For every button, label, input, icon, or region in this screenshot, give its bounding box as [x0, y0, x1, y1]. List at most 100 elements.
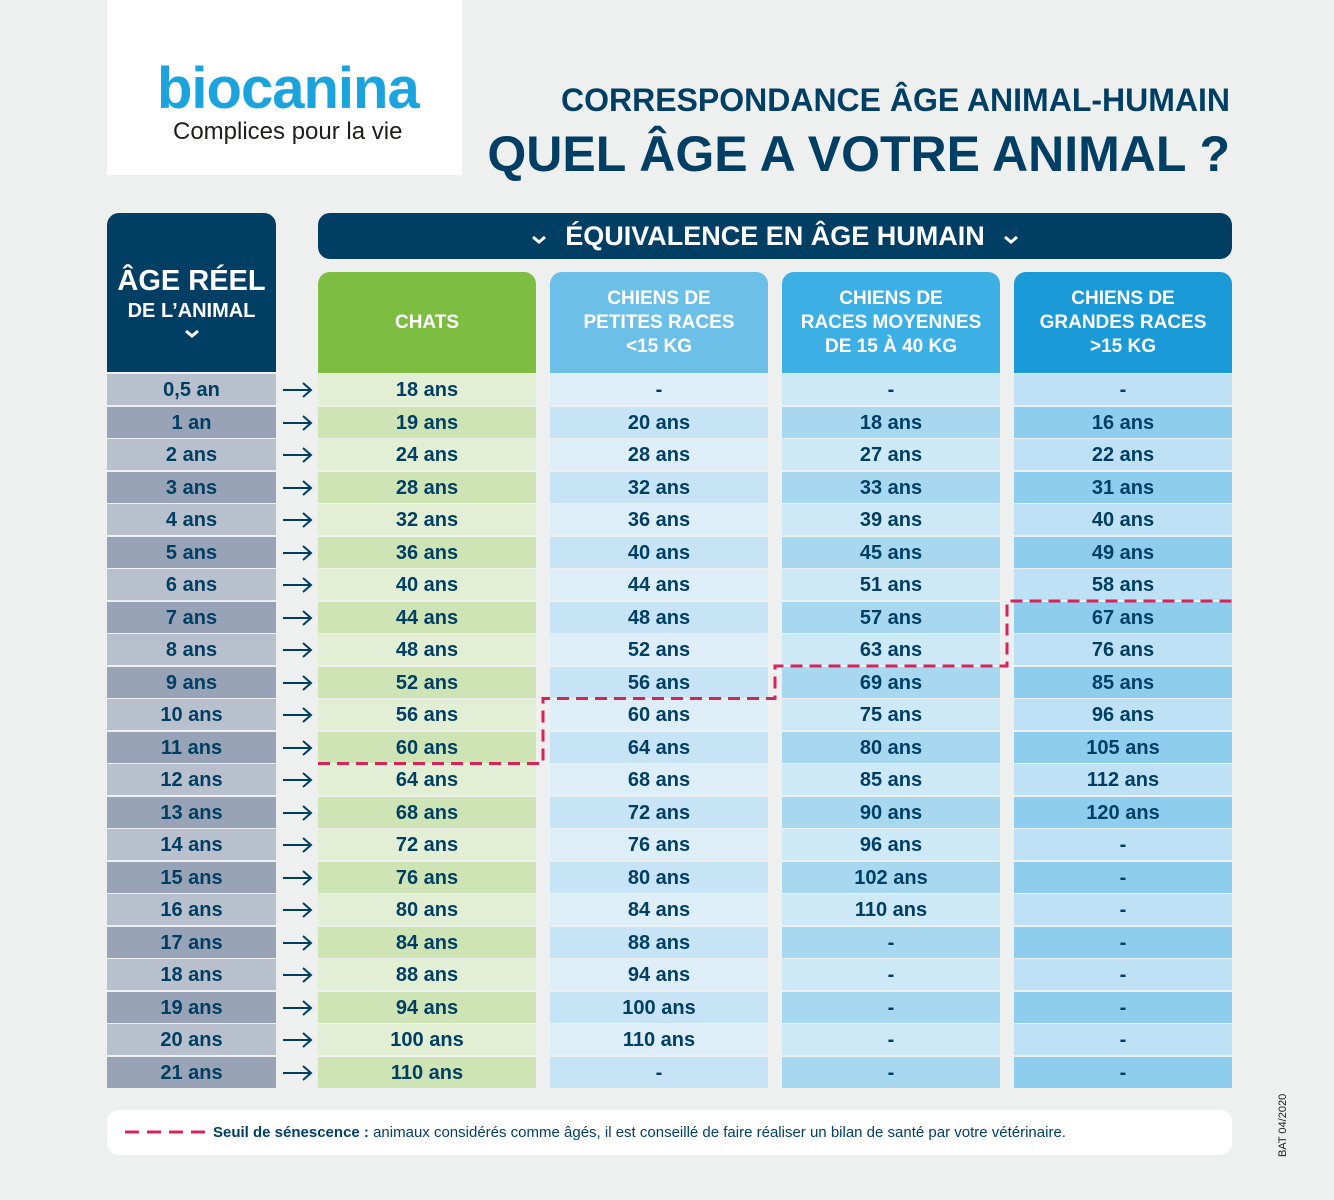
value-cell: 60 ans — [318, 731, 536, 763]
value-cell: 85 ans — [782, 764, 1000, 795]
value-cell: - — [1014, 991, 1232, 1023]
value-cell: 19 ans — [318, 406, 536, 438]
value-cell: 51 ans — [782, 569, 1000, 600]
value-cell: - — [1014, 1056, 1232, 1088]
legend-dash — [125, 1130, 205, 1134]
arrow — [283, 934, 313, 951]
chevron — [1003, 235, 1018, 244]
value-cell: 76 ans — [1014, 634, 1232, 665]
arrow — [283, 1064, 313, 1081]
value-cell: 31 ans — [1014, 471, 1232, 503]
value-cell: 102 ans — [782, 861, 1000, 893]
value-cell: - — [1014, 959, 1232, 990]
age-cell: 16 ans — [107, 894, 276, 925]
value-cell: 58 ans — [1014, 569, 1232, 600]
age-header-line: ÂGE RÉEL — [117, 265, 266, 297]
column-header: CHATS — [318, 272, 536, 373]
value-cell: 84 ans — [550, 894, 768, 925]
age-cell: 10 ans — [107, 699, 276, 730]
value-cell: 36 ans — [318, 536, 536, 568]
arrow — [283, 382, 313, 398]
value-cell: 52 ans — [318, 666, 536, 698]
value-cell: - — [782, 926, 1000, 958]
value-cell: 112 ans — [1014, 764, 1232, 795]
value-cell: 49 ans — [1014, 536, 1232, 568]
value-cell: 80 ans — [550, 861, 768, 893]
value-cell: 67 ans — [1014, 601, 1232, 633]
value-cell: 32 ans — [318, 504, 536, 535]
column-header-line: CHIENS DE — [839, 287, 943, 309]
value-cell: 45 ans — [782, 536, 1000, 568]
value-cell: 44 ans — [550, 569, 768, 600]
age-cell: 3 ans — [107, 471, 276, 503]
column-header: CHIENS DE RACES MOYENNES DE 15 À 40 KG — [782, 272, 1000, 373]
arrow — [283, 1032, 313, 1048]
value-cell: 100 ans — [318, 1024, 536, 1055]
arrow — [283, 544, 313, 561]
age-header: ÂGE RÉEL DE L’ANIMAL — [107, 213, 276, 372]
value-cell: 24 ans — [318, 439, 536, 470]
column-header: CHIENS DE PETITES RACES <15 KG — [550, 272, 768, 373]
age-header-line: DE L’ANIMAL — [127, 300, 256, 322]
arrow — [283, 707, 313, 723]
value-cell: - — [1014, 1024, 1232, 1055]
value-cell: 64 ans — [318, 764, 536, 795]
value-cell: 39 ans — [782, 504, 1000, 535]
value-cell: - — [550, 1056, 768, 1088]
value-cell: 72 ans — [550, 796, 768, 828]
value-cell: 36 ans — [550, 504, 768, 535]
age-cell: 1 an — [107, 406, 276, 438]
value-cell: - — [1014, 894, 1232, 925]
value-cell: 76 ans — [550, 829, 768, 860]
value-cell: 60 ans — [550, 699, 768, 730]
value-cell: - — [782, 1024, 1000, 1055]
age-cell: 2 ans — [107, 439, 276, 470]
value-cell: 56 ans — [550, 666, 768, 698]
legend-text: animaux considérés comme âgés, il est co… — [373, 1124, 1066, 1141]
stamp: BAT 04/2020 — [1277, 1093, 1289, 1157]
value-cell: 27 ans — [782, 439, 1000, 470]
value-cell: 33 ans — [782, 471, 1000, 503]
legend: Seuil de sénescence : animaux considérés… — [107, 1110, 1232, 1155]
arrow — [283, 577, 313, 593]
chevron — [532, 235, 547, 244]
column-header-line: >15 KG — [1089, 335, 1156, 357]
subtitle: CORRESPONDANCE ÂGE ANIMAL-HUMAIN — [560, 82, 1230, 118]
age-cell: 9 ans — [107, 666, 276, 698]
value-cell: - — [1014, 926, 1232, 958]
arrow — [283, 739, 313, 756]
value-cell: - — [550, 374, 768, 405]
age-cell: 0,5 an — [107, 374, 276, 405]
column-header-line: CHIENS DE — [607, 287, 711, 309]
arrow — [283, 772, 313, 788]
age-cell: 19 ans — [107, 991, 276, 1023]
logo: biocanina Complices pour la vie — [107, 0, 462, 175]
value-cell: 69 ans — [782, 666, 1000, 698]
value-cell: 40 ans — [550, 536, 768, 568]
age-cell: 12 ans — [107, 764, 276, 795]
value-cell: 90 ans — [782, 796, 1000, 828]
value-cell: 64 ans — [550, 731, 768, 763]
age-cell: 13 ans — [107, 796, 276, 828]
value-cell: 44 ans — [318, 601, 536, 633]
arrow — [283, 967, 313, 983]
value-cell: 110 ans — [550, 1024, 768, 1055]
value-cell: 52 ans — [550, 634, 768, 665]
value-cell: 72 ans — [318, 829, 536, 860]
value-cell: 94 ans — [318, 991, 536, 1023]
arrow — [283, 642, 313, 658]
tagline: Complices pour la vie — [173, 118, 403, 145]
arrow — [283, 837, 313, 853]
senescence-line — [318, 599, 1232, 765]
value-cell: 96 ans — [1014, 699, 1232, 730]
value-cell: 40 ans — [1014, 504, 1232, 535]
value-cell: 84 ans — [318, 926, 536, 958]
value-cell: 28 ans — [550, 439, 768, 470]
arrow — [283, 512, 313, 528]
value-cell: 48 ans — [550, 601, 768, 633]
group-header: ÉQUIVALENCE EN ÂGE HUMAIN — [318, 213, 1232, 259]
value-cell: - — [1014, 374, 1232, 405]
value-cell: 105 ans — [1014, 731, 1232, 763]
